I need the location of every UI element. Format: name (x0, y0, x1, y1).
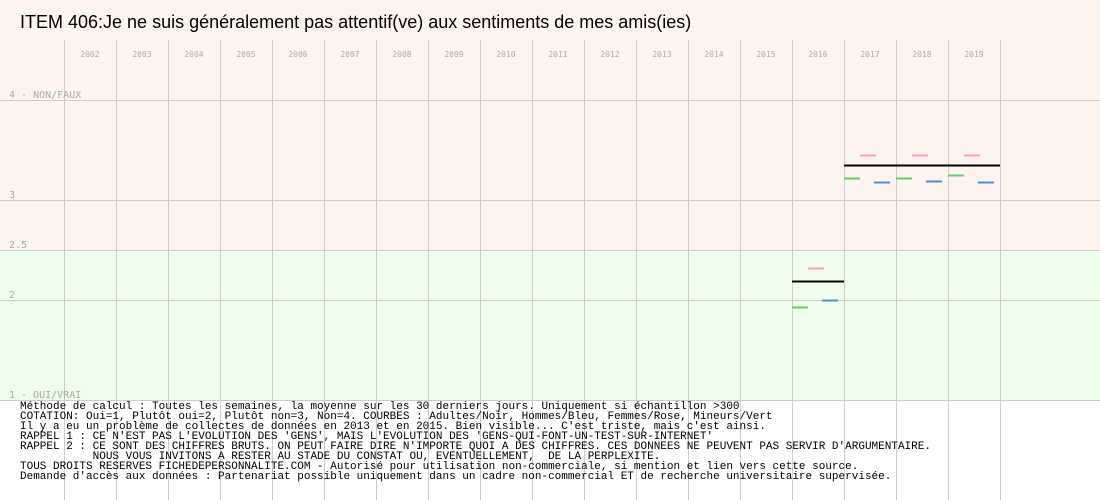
y-tick-label: 2.5 (9, 240, 27, 251)
x-tick-label: 2017 (860, 50, 879, 59)
x-tick-label: 2011 (548, 50, 567, 59)
y-tick-label: 4 - NON/FAUX (9, 90, 81, 101)
x-tick-label: 2003 (132, 50, 151, 59)
x-tick-label: 2018 (912, 50, 931, 59)
note-line: TOUS DROITS RESERVES FICHEDEPERSONNALITE… (20, 461, 859, 473)
x-tick-label: 2006 (288, 50, 307, 59)
chart-notes: Méthode de calcul : Toutes les semaines,… (20, 401, 931, 483)
x-tick-label: 2005 (236, 50, 255, 59)
x-tick-label: 2013 (652, 50, 671, 59)
x-tick-label: 2009 (444, 50, 463, 59)
note-line: Il y a eu un problème de collectes de do… (20, 421, 766, 433)
note-line: COTATION: Oui=1, Plutôt oui=2, Plutôt no… (20, 411, 773, 423)
x-tick-label: 2010 (496, 50, 515, 59)
band-lower (0, 250, 1100, 400)
note-line: NOUS VOUS INVITONS A RESTER AU STADE DU … (20, 451, 661, 463)
x-tick-label: 2015 (756, 50, 775, 59)
note-line: RAPPEL 2 : CE SONT DES CHIFFRES BRUTS. O… (20, 441, 931, 453)
x-tick-label: 2019 (964, 50, 983, 59)
x-tick-label: 2012 (600, 50, 619, 59)
band-upper (0, 0, 1100, 250)
note-line: Demande d'accès aux données : Partenaria… (20, 471, 892, 483)
x-tick-label: 2014 (704, 50, 723, 59)
note-line: RAPPEL 1 : CE N'EST PAS L'EVOLUTION DES … (20, 431, 714, 443)
chart-title: ITEM 406:Je ne suis généralement pas att… (20, 12, 692, 32)
y-tick-label: 3 (9, 190, 15, 201)
x-tick-label: 2007 (340, 50, 359, 59)
x-tick-label: 2002 (80, 50, 99, 59)
x-tick-label: 2016 (808, 50, 827, 59)
x-tick-label: 2004 (184, 50, 203, 59)
y-tick-label: 1 - OUI/VRAI (9, 390, 81, 401)
note-line: Méthode de calcul : Toutes les semaines,… (20, 401, 740, 413)
y-tick-label: 2 (9, 290, 15, 301)
x-tick-label: 2008 (392, 50, 411, 59)
